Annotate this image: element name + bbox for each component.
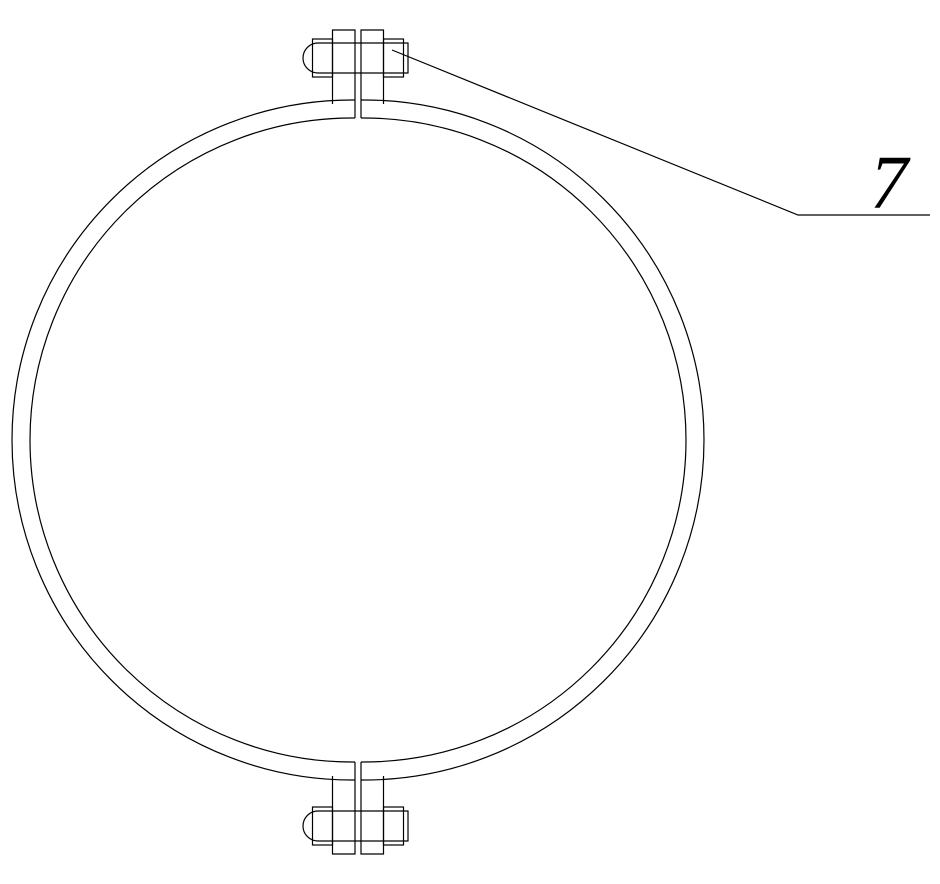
- diagram-canvas: 7: [0, 0, 940, 884]
- callout-label-7: 7: [870, 140, 908, 227]
- diagram-svg: [0, 0, 940, 884]
